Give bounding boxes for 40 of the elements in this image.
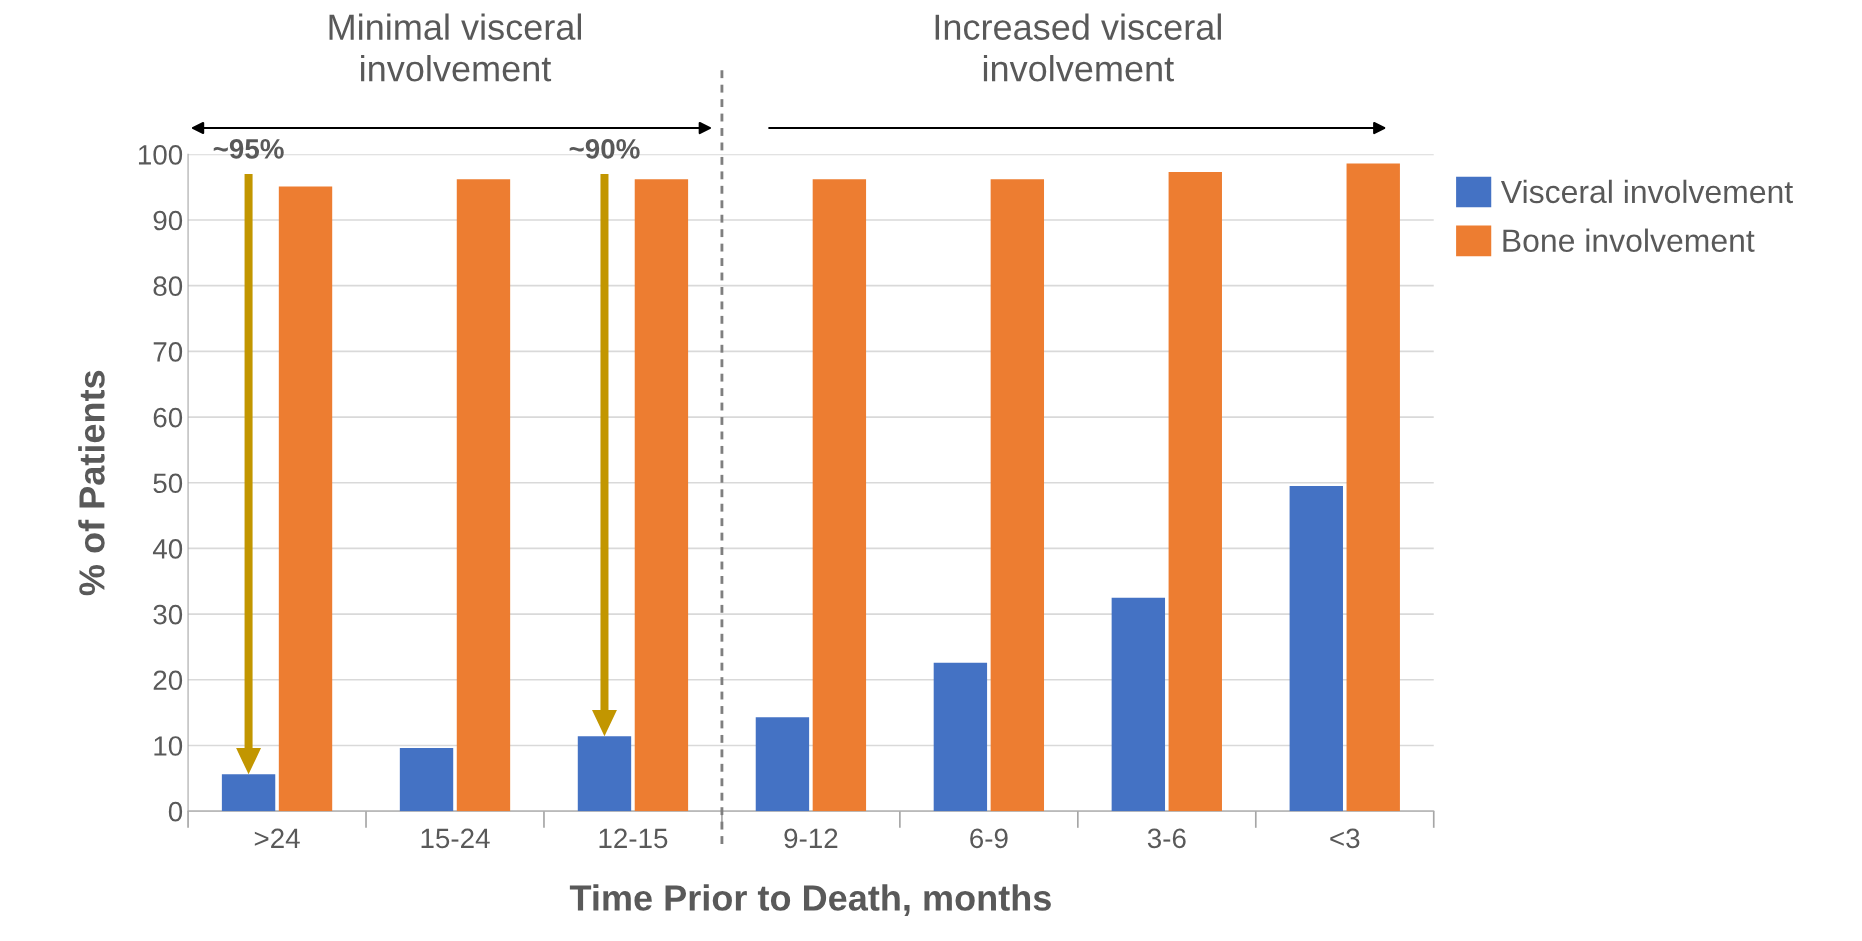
bar (221, 774, 276, 812)
y-axis-title: % of Patients (78, 370, 105, 596)
annotation: ~90% (569, 139, 640, 159)
bar (1111, 597, 1166, 812)
bar (278, 186, 333, 812)
x-tick-label: <3 (1330, 828, 1360, 849)
annotation: ~95% (213, 139, 284, 159)
bar (456, 179, 511, 812)
text: Minimal visceral involvement (329, 13, 581, 82)
bar (933, 662, 988, 812)
bar (755, 717, 810, 812)
bar (990, 179, 1045, 812)
y-tick-label: 30 (153, 604, 183, 625)
y-tick-label: 50 (153, 473, 183, 494)
y-tick-label: 40 (152, 539, 183, 559)
y-tick-label: 10 (154, 736, 183, 756)
bar (399, 748, 454, 812)
x-axis-title: Time Prior to Death, months (569, 884, 1051, 917)
bar (812, 179, 867, 812)
bar (1346, 163, 1400, 812)
bar (1168, 172, 1222, 812)
x-tick-label: 9-12 (784, 828, 838, 849)
y-tick-label: 80 (153, 276, 183, 297)
x-tick-label: 15-24 (421, 828, 490, 849)
legend-label: Visceral involvement (1500, 179, 1793, 204)
y-tick-label: 20 (153, 670, 183, 691)
y-tick-label: 100 (138, 144, 183, 165)
y-tick-label: 0 (168, 801, 183, 822)
x-tick-label: 3-6 (1147, 828, 1186, 849)
bar (1289, 486, 1343, 812)
bar (577, 736, 632, 812)
y-tick-label: 90 (153, 210, 183, 231)
x-tick-label: >24 (254, 828, 300, 848)
x-tick-label: 6-9 (970, 828, 1008, 849)
y-tick-label: 70 (153, 342, 183, 362)
text: Increased visceral involvement (935, 13, 1221, 82)
bar (634, 179, 689, 812)
legend-label: Bone involvement (1503, 228, 1755, 252)
y-tick-label: 60 (153, 407, 183, 428)
x-tick-label: 12-15 (599, 828, 668, 849)
